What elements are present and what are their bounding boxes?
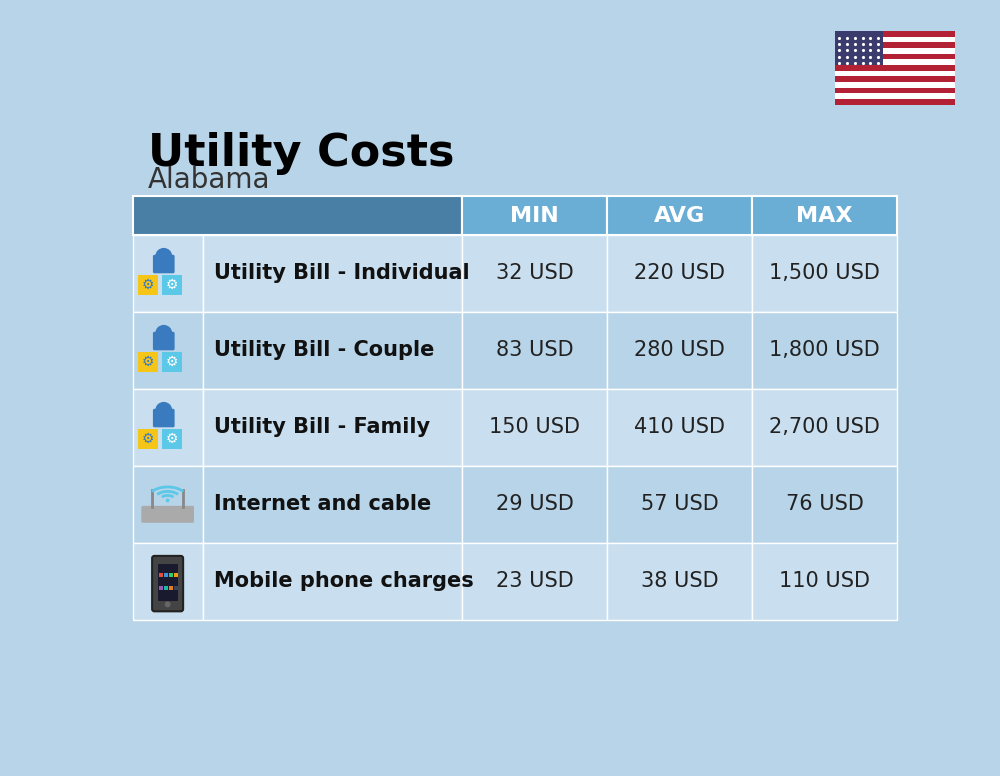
Text: Utility Bill - Family: Utility Bill - Family <box>214 417 430 438</box>
Text: ⚙: ⚙ <box>166 355 179 369</box>
Bar <box>607 542 752 620</box>
Bar <box>752 389 897 466</box>
Text: Utility Bill - Couple: Utility Bill - Couple <box>214 341 434 360</box>
Bar <box>607 312 752 389</box>
Text: 220 USD: 220 USD <box>634 263 725 283</box>
Text: 76 USD: 76 USD <box>786 494 863 514</box>
Circle shape <box>165 601 171 608</box>
Text: 57 USD: 57 USD <box>641 494 718 514</box>
Bar <box>835 31 955 36</box>
Bar <box>174 573 178 577</box>
Bar <box>462 235 607 312</box>
Text: 29 USD: 29 USD <box>496 494 574 514</box>
Bar <box>138 352 158 372</box>
Text: 110 USD: 110 USD <box>779 571 870 591</box>
Bar <box>159 573 163 577</box>
Text: 83 USD: 83 USD <box>496 341 573 360</box>
Bar <box>752 196 897 235</box>
Bar <box>835 54 955 60</box>
Bar <box>835 82 955 88</box>
Bar <box>607 389 752 466</box>
Bar <box>169 573 173 577</box>
Bar <box>138 429 158 449</box>
Bar <box>202 466 462 542</box>
Bar <box>835 88 955 93</box>
Text: ⚙: ⚙ <box>142 355 154 369</box>
Bar <box>752 235 897 312</box>
Bar <box>202 235 462 312</box>
Bar <box>607 196 752 235</box>
Text: ⚙: ⚙ <box>142 278 154 292</box>
FancyBboxPatch shape <box>153 255 175 273</box>
Bar <box>133 389 202 466</box>
Text: 2,700 USD: 2,700 USD <box>769 417 880 438</box>
Bar <box>202 389 462 466</box>
Bar <box>169 586 173 590</box>
Text: 1,500 USD: 1,500 USD <box>769 263 880 283</box>
Bar <box>202 312 462 389</box>
Bar <box>164 586 168 590</box>
FancyBboxPatch shape <box>153 332 175 350</box>
Bar <box>835 71 955 76</box>
Circle shape <box>155 402 172 419</box>
Bar <box>835 65 955 71</box>
Text: 280 USD: 280 USD <box>634 341 725 360</box>
Circle shape <box>166 498 170 502</box>
Text: Alabama: Alabama <box>148 165 271 193</box>
Bar <box>462 389 607 466</box>
Bar <box>202 542 462 620</box>
Bar <box>607 466 752 542</box>
Text: Utility Bill - Individual: Utility Bill - Individual <box>214 263 470 283</box>
Text: ⚙: ⚙ <box>166 432 179 446</box>
Text: 32 USD: 32 USD <box>496 263 573 283</box>
FancyBboxPatch shape <box>153 409 175 428</box>
Circle shape <box>155 248 172 265</box>
Text: 410 USD: 410 USD <box>634 417 725 438</box>
Text: 23 USD: 23 USD <box>496 571 573 591</box>
Bar <box>158 564 178 601</box>
Bar <box>835 93 955 99</box>
Bar <box>835 31 883 65</box>
Text: 150 USD: 150 USD <box>489 417 580 438</box>
Bar <box>752 466 897 542</box>
Bar <box>162 429 182 449</box>
Bar <box>752 312 897 389</box>
Bar <box>133 466 202 542</box>
Bar <box>162 352 182 372</box>
Text: Utility Costs: Utility Costs <box>148 133 455 175</box>
Text: Internet and cable: Internet and cable <box>214 494 431 514</box>
Text: 38 USD: 38 USD <box>641 571 718 591</box>
Bar <box>752 542 897 620</box>
Bar <box>133 235 202 312</box>
Text: AVG: AVG <box>654 206 705 226</box>
FancyBboxPatch shape <box>152 556 183 611</box>
Bar <box>462 312 607 389</box>
Bar <box>462 466 607 542</box>
Circle shape <box>155 325 172 342</box>
Text: 1,800 USD: 1,800 USD <box>769 341 880 360</box>
Bar <box>133 196 462 235</box>
Bar <box>162 275 182 295</box>
Bar <box>462 542 607 620</box>
Bar <box>164 573 168 577</box>
Text: MIN: MIN <box>510 206 559 226</box>
Bar <box>133 312 202 389</box>
Bar <box>133 542 202 620</box>
Text: Mobile phone charges: Mobile phone charges <box>214 571 474 591</box>
Bar <box>835 99 955 105</box>
Bar <box>835 43 955 48</box>
Bar <box>835 76 955 82</box>
Bar <box>835 48 955 54</box>
Text: MAX: MAX <box>796 206 853 226</box>
Bar <box>835 36 955 43</box>
Bar <box>138 275 158 295</box>
FancyBboxPatch shape <box>141 506 194 523</box>
Text: ⚙: ⚙ <box>166 278 179 292</box>
Bar <box>174 586 178 590</box>
Bar <box>607 235 752 312</box>
Bar <box>835 60 955 65</box>
Bar <box>462 196 607 235</box>
Text: ⚙: ⚙ <box>142 432 154 446</box>
Bar <box>159 586 163 590</box>
